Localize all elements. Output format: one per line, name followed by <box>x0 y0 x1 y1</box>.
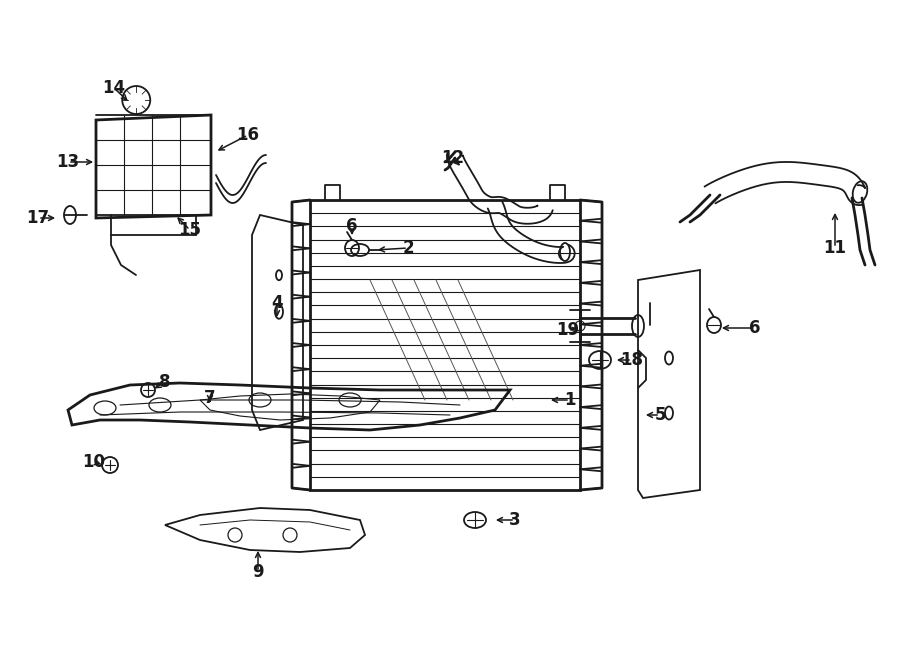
Text: 12: 12 <box>441 149 464 167</box>
Text: 16: 16 <box>237 126 259 144</box>
Text: 14: 14 <box>103 79 126 97</box>
Text: 6: 6 <box>749 319 760 337</box>
Text: 3: 3 <box>509 511 521 529</box>
Text: 2: 2 <box>402 239 414 257</box>
Text: 11: 11 <box>824 239 847 257</box>
Text: 8: 8 <box>159 373 171 391</box>
Bar <box>310 200 580 490</box>
Text: 5: 5 <box>654 406 666 424</box>
Text: 1: 1 <box>564 391 576 409</box>
Text: 6: 6 <box>346 217 358 235</box>
Text: 15: 15 <box>178 221 202 239</box>
Text: 18: 18 <box>620 351 643 369</box>
Text: 13: 13 <box>57 153 79 171</box>
Text: 19: 19 <box>556 321 580 339</box>
Text: 4: 4 <box>271 294 283 312</box>
Text: 10: 10 <box>83 453 105 471</box>
Text: 7: 7 <box>204 389 216 407</box>
Text: 17: 17 <box>26 209 50 227</box>
Text: 9: 9 <box>252 563 264 581</box>
